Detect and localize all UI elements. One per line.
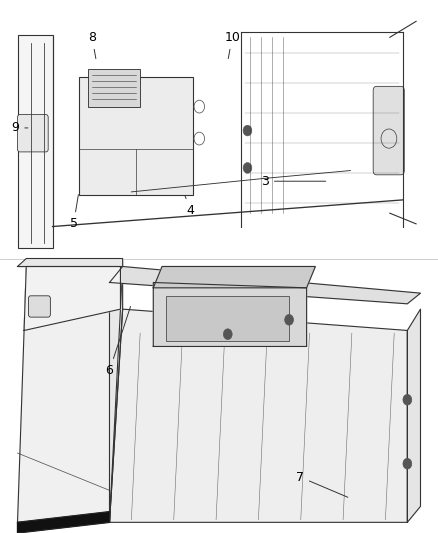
Circle shape [285, 314, 293, 325]
Text: 10: 10 [224, 31, 240, 59]
Polygon shape [110, 309, 407, 522]
Text: 8: 8 [88, 31, 96, 59]
FancyBboxPatch shape [79, 77, 193, 195]
FancyBboxPatch shape [166, 296, 289, 341]
FancyBboxPatch shape [88, 69, 140, 107]
FancyBboxPatch shape [373, 86, 404, 175]
Text: 1: 1 [228, 290, 238, 329]
Polygon shape [18, 266, 123, 522]
Polygon shape [407, 309, 420, 522]
Circle shape [223, 329, 232, 340]
Polygon shape [110, 266, 420, 304]
Circle shape [403, 458, 412, 469]
Polygon shape [18, 259, 123, 266]
Polygon shape [110, 266, 123, 522]
Text: 4: 4 [185, 196, 194, 217]
Polygon shape [153, 282, 307, 346]
Circle shape [243, 125, 252, 136]
Text: 5: 5 [70, 195, 78, 230]
Text: 2: 2 [286, 306, 304, 348]
Polygon shape [24, 266, 120, 330]
Circle shape [243, 163, 252, 173]
FancyBboxPatch shape [18, 35, 53, 248]
Text: 3: 3 [261, 175, 326, 188]
Text: 7: 7 [296, 471, 348, 497]
Text: 6: 6 [106, 306, 131, 377]
Polygon shape [153, 266, 315, 288]
Text: 9: 9 [11, 122, 28, 134]
Circle shape [403, 394, 412, 405]
FancyBboxPatch shape [28, 296, 50, 317]
FancyBboxPatch shape [18, 115, 48, 152]
Polygon shape [18, 512, 109, 533]
